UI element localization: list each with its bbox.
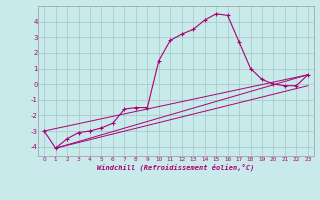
X-axis label: Windchill (Refroidissement éolien,°C): Windchill (Refroidissement éolien,°C) xyxy=(97,163,255,171)
